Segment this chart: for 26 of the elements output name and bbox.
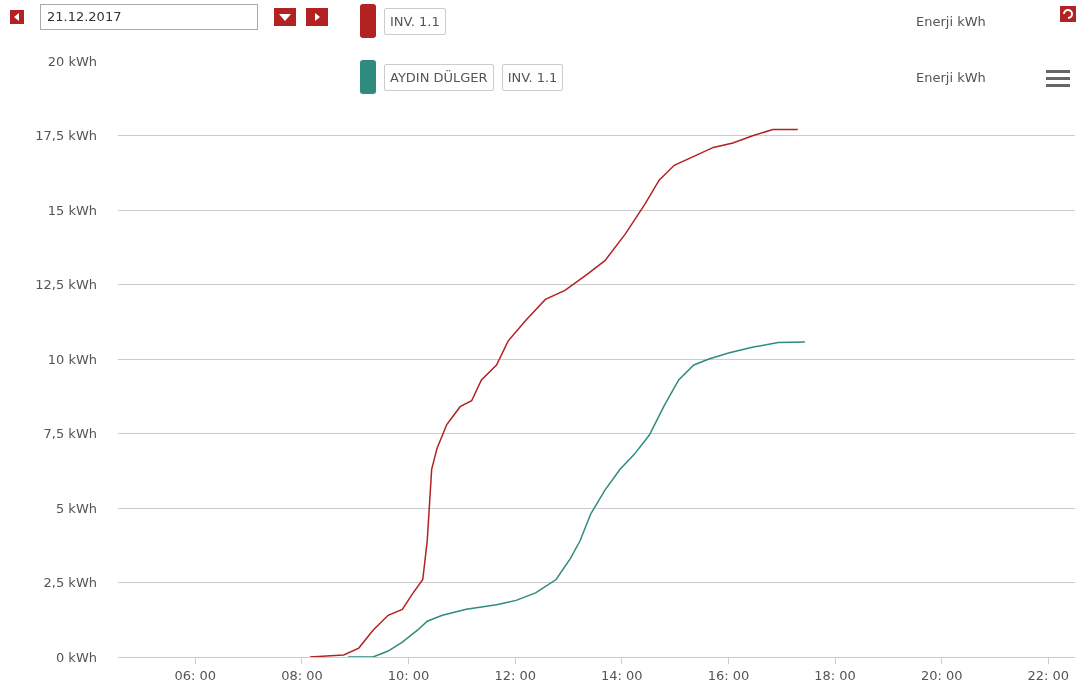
y-tick-label: 17,5 kWh — [35, 128, 97, 144]
y-tick-label: 7,5 kWh — [43, 426, 97, 442]
y-tick-label: 5 kWh — [55, 500, 97, 516]
text: AYDIN DÜLGER — [384, 63, 494, 91]
x-tick-label: 06: 00 — [174, 667, 217, 683]
x-tick-label: 22: 00 — [1027, 667, 1070, 683]
x-tick-label: 18: 00 — [814, 667, 856, 683]
y-tick-label: 0 kWh — [55, 649, 97, 665]
y-tick-label: 2,5 kWh — [43, 575, 97, 591]
annotation: Enerji kWh — [916, 70, 986, 85]
y-tick-label: 12,5 kWh — [35, 277, 97, 293]
x-tick-label: 14: 00 — [601, 667, 643, 683]
text: INV. 1.1 — [384, 7, 446, 35]
text: Enerji kWh — [916, 14, 986, 29]
text: 21.12.2017 — [40, 4, 258, 30]
annotation: INV. 1.1 — [501, 63, 564, 91]
line-series — [347, 341, 806, 657]
y-tick-label: 10 kWh — [47, 351, 97, 367]
line-series — [309, 128, 799, 657]
x-tick-label: 10: 00 — [387, 667, 430, 683]
x-tick-label: 12: 00 — [494, 667, 536, 683]
x-tick-label: 20: 00 — [920, 667, 963, 683]
y-tick-label: 15 kWh — [47, 202, 97, 218]
x-tick-label: 08: 00 — [281, 667, 323, 683]
x-tick-label: 16: 00 — [707, 667, 750, 683]
y-tick-label: 20 kWh — [47, 53, 97, 69]
